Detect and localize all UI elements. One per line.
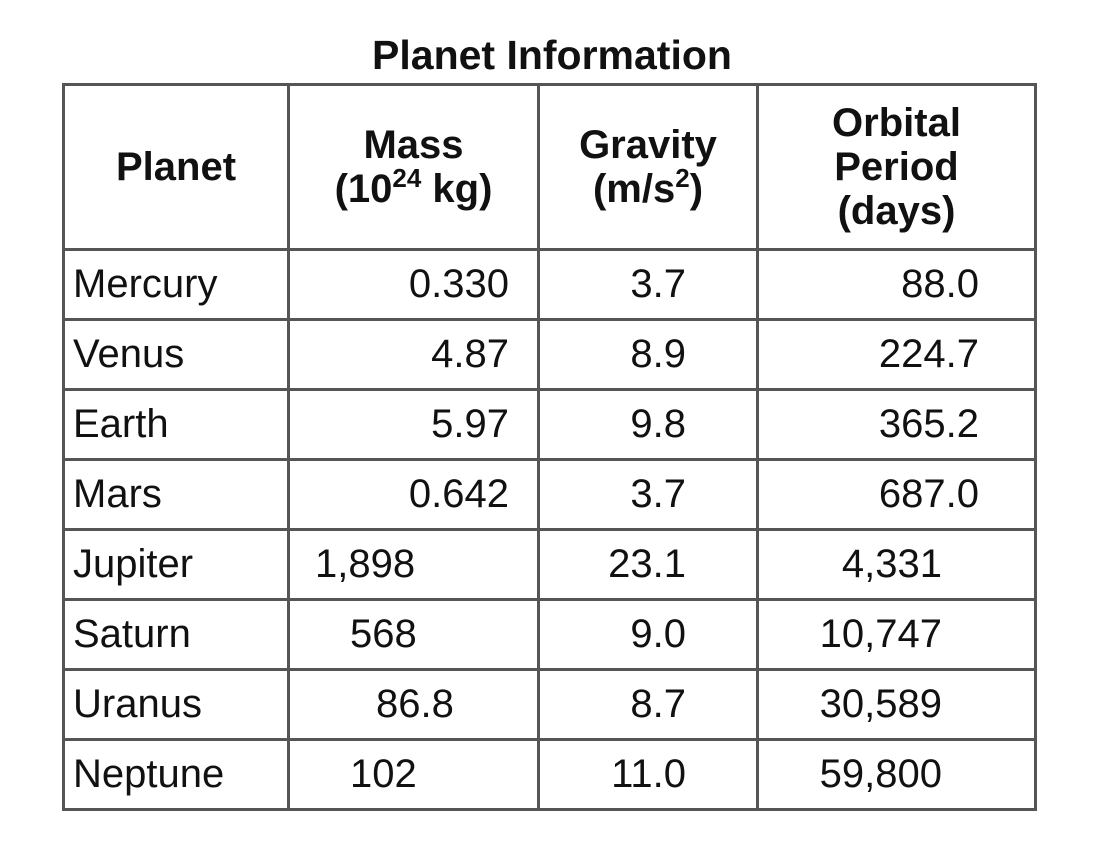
planet-name: Saturn	[62, 598, 290, 671]
header-sup: 24	[392, 163, 422, 193]
header-text: (days)	[837, 189, 956, 233]
planet-name: Jupiter	[62, 528, 290, 601]
planet-name: Neptune	[62, 738, 290, 811]
value-cell: 30,589	[756, 668, 1037, 741]
header-cell: Mass (1024 kg)	[287, 83, 540, 251]
table-row: Neptune 102 11.0 59,800	[62, 738, 1037, 811]
value-cell: 1,898	[287, 528, 540, 601]
value-cell: 86.8	[287, 668, 540, 741]
value-cell: 0.642	[287, 458, 540, 531]
planet-name: Mars	[62, 458, 290, 531]
planet-name: Uranus	[62, 668, 290, 741]
value-cell: 23.1	[537, 528, 759, 601]
value-cell: 8.9	[537, 318, 759, 391]
value-cell: 59,800	[756, 738, 1037, 811]
table-row: Mercury 0.330 3.7 88.0	[62, 248, 1037, 321]
planet-table: Planet Mass (1024 kg) Gravity (m/s2) Orb…	[62, 83, 1037, 811]
table-row: Uranus 86.8 8.7 30,589	[62, 668, 1037, 741]
header-sup: 2	[675, 163, 690, 193]
value-cell: 9.8	[537, 388, 759, 461]
planet-name: Earth	[62, 388, 290, 461]
table-row: Earth 5.97 9.8 365.2	[62, 388, 1037, 461]
header-text: (m/s	[592, 167, 676, 211]
value-cell: 4.87	[287, 318, 540, 391]
header-text: )	[689, 167, 704, 211]
value-cell: 3.7	[537, 248, 759, 321]
header-cell: Gravity (m/s2)	[537, 83, 759, 251]
value-cell: 4,331	[756, 528, 1037, 601]
planet-name: Venus	[62, 318, 290, 391]
header-text: Gravity	[579, 123, 717, 167]
value-cell: 102	[287, 738, 540, 811]
header-text: (10	[334, 167, 393, 211]
value-cell: 687.0	[756, 458, 1037, 531]
header-cell: Planet	[62, 83, 290, 251]
header-text: Period	[834, 145, 959, 189]
value-cell: 8.7	[537, 668, 759, 741]
value-cell: 5.97	[287, 388, 540, 461]
value-cell: 365.2	[756, 388, 1037, 461]
value-cell: 10,747	[756, 598, 1037, 671]
value-cell: 224.7	[756, 318, 1037, 391]
value-cell: 9.0	[537, 598, 759, 671]
table-row: Mars 0.642 3.7 687.0	[62, 458, 1037, 531]
value-cell: 3.7	[537, 458, 759, 531]
value-cell: 11.0	[537, 738, 759, 811]
planet-name: Mercury	[62, 248, 290, 321]
header-text: kg)	[421, 167, 493, 211]
value-cell: 0.330	[287, 248, 540, 321]
header-text: Planet	[115, 145, 237, 189]
table-title: Planet Information	[372, 32, 732, 78]
header-cell: Orbital Period (days)	[756, 83, 1037, 251]
table-row: Saturn 568 9.0 10,747	[62, 598, 1037, 671]
table-row: Jupiter 1,898 23.1 4,331	[62, 528, 1037, 601]
header-text: Orbital	[832, 101, 961, 145]
header-row: Planet Mass (1024 kg) Gravity (m/s2) Orb…	[62, 83, 1037, 251]
header-text: Mass	[363, 123, 464, 167]
table-body: Mercury 0.330 3.7 88.0 Venus 4.87 8.9 224.7 Eart…	[62, 248, 1037, 811]
value-cell: 88.0	[756, 248, 1037, 321]
table-row: Venus 4.87 8.9 224.7	[62, 318, 1037, 391]
value-cell: 568	[287, 598, 540, 671]
